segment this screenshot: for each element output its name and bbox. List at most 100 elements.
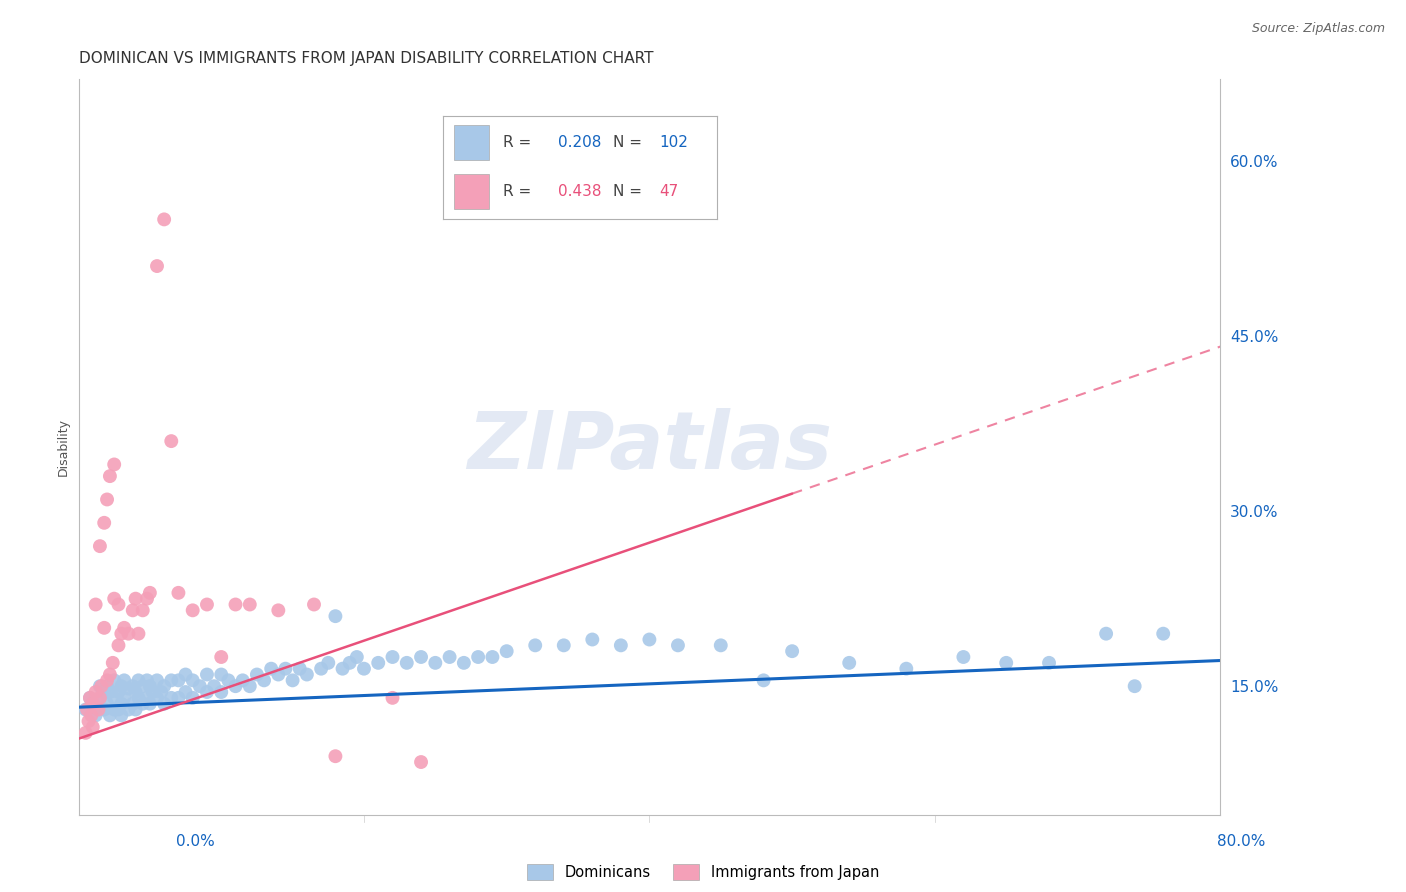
Point bbox=[346, 650, 368, 665]
Point bbox=[117, 681, 139, 696]
Point bbox=[1095, 626, 1118, 640]
Point bbox=[425, 656, 447, 670]
Point bbox=[150, 685, 173, 699]
Point bbox=[232, 673, 254, 688]
Point bbox=[80, 708, 103, 723]
Point bbox=[127, 690, 149, 705]
Text: Source: ZipAtlas.com: Source: ZipAtlas.com bbox=[1251, 22, 1385, 36]
Point bbox=[76, 702, 98, 716]
Point bbox=[96, 679, 118, 693]
Point bbox=[225, 598, 247, 612]
Point bbox=[153, 679, 176, 693]
Point bbox=[117, 626, 139, 640]
Point bbox=[124, 702, 146, 716]
Point bbox=[332, 662, 354, 676]
Point bbox=[174, 685, 197, 699]
Point bbox=[84, 598, 107, 612]
Text: 0.208: 0.208 bbox=[558, 135, 602, 150]
Point bbox=[610, 638, 633, 652]
Point bbox=[952, 650, 974, 665]
Point bbox=[309, 662, 332, 676]
Point bbox=[136, 591, 159, 606]
Point bbox=[103, 690, 125, 705]
Point bbox=[121, 679, 143, 693]
FancyBboxPatch shape bbox=[454, 175, 489, 210]
Point bbox=[101, 656, 124, 670]
Point bbox=[339, 656, 361, 670]
Point bbox=[84, 708, 107, 723]
Legend: Dominicans, Immigrants from Japan: Dominicans, Immigrants from Japan bbox=[527, 864, 879, 880]
Point bbox=[132, 679, 155, 693]
Point bbox=[239, 598, 262, 612]
Point bbox=[260, 662, 283, 676]
Point bbox=[325, 749, 347, 764]
Point bbox=[267, 603, 290, 617]
Text: N =: N = bbox=[613, 135, 647, 150]
Text: 80.0%: 80.0% bbox=[1218, 834, 1265, 849]
Point bbox=[174, 667, 197, 681]
Point bbox=[381, 690, 404, 705]
Point bbox=[98, 685, 121, 699]
Point bbox=[581, 632, 603, 647]
Point bbox=[217, 673, 239, 688]
Text: ZIPatlas: ZIPatlas bbox=[467, 408, 832, 486]
Point bbox=[467, 650, 489, 665]
Point bbox=[117, 702, 139, 716]
Point bbox=[103, 591, 125, 606]
Point bbox=[89, 679, 111, 693]
Point bbox=[121, 697, 143, 711]
Point bbox=[481, 650, 503, 665]
Point bbox=[146, 673, 169, 688]
Point bbox=[195, 685, 218, 699]
Point bbox=[79, 690, 101, 705]
Point bbox=[112, 621, 135, 635]
Point bbox=[98, 708, 121, 723]
Point bbox=[209, 685, 232, 699]
Point bbox=[107, 598, 129, 612]
Point bbox=[132, 603, 155, 617]
Point bbox=[1123, 679, 1146, 693]
Point bbox=[89, 690, 111, 705]
Point bbox=[98, 667, 121, 681]
Text: 0.0%: 0.0% bbox=[176, 834, 215, 849]
Text: 102: 102 bbox=[659, 135, 689, 150]
Point bbox=[93, 702, 115, 716]
Point bbox=[274, 662, 297, 676]
Text: 47: 47 bbox=[659, 185, 679, 200]
Point bbox=[82, 697, 104, 711]
Point bbox=[780, 644, 803, 658]
Point bbox=[139, 679, 162, 693]
Point bbox=[110, 626, 132, 640]
Point bbox=[77, 714, 100, 729]
Point bbox=[93, 516, 115, 530]
Point bbox=[209, 650, 232, 665]
Point bbox=[139, 697, 162, 711]
Text: 0.438: 0.438 bbox=[558, 185, 602, 200]
Point bbox=[121, 603, 143, 617]
Point bbox=[409, 755, 432, 769]
Point bbox=[453, 656, 475, 670]
Point bbox=[103, 702, 125, 716]
Point bbox=[195, 598, 218, 612]
Point bbox=[167, 586, 190, 600]
Point bbox=[110, 697, 132, 711]
Point bbox=[353, 662, 375, 676]
Point bbox=[136, 690, 159, 705]
Point bbox=[752, 673, 775, 688]
Point bbox=[638, 632, 661, 647]
Point bbox=[75, 726, 97, 740]
Point bbox=[96, 673, 118, 688]
Point bbox=[495, 644, 517, 658]
FancyBboxPatch shape bbox=[454, 125, 489, 160]
Point bbox=[225, 679, 247, 693]
Point bbox=[253, 673, 276, 688]
Point bbox=[666, 638, 689, 652]
Point bbox=[112, 673, 135, 688]
Text: R =: R = bbox=[503, 185, 536, 200]
Point bbox=[98, 469, 121, 483]
Point bbox=[181, 690, 204, 705]
Point bbox=[325, 609, 347, 624]
Point bbox=[167, 690, 190, 705]
Point bbox=[146, 690, 169, 705]
Point bbox=[139, 586, 162, 600]
